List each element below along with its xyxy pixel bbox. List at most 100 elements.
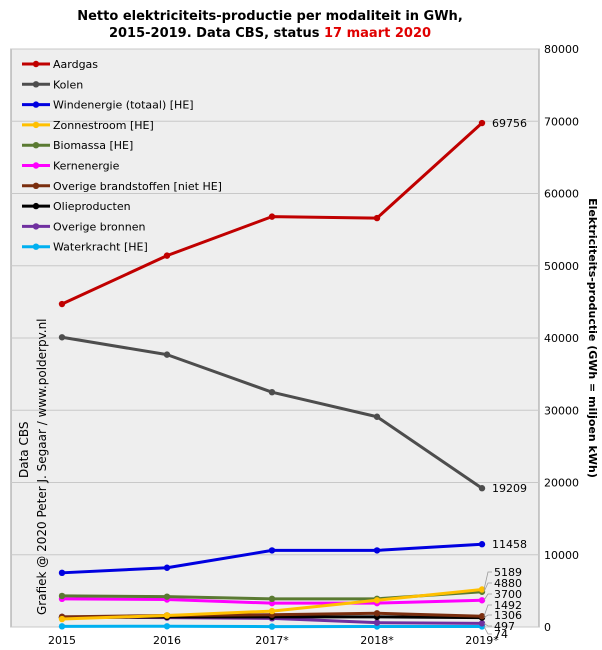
- leader-line: [483, 604, 492, 617]
- data-point: [58, 615, 66, 623]
- legend-label: Windenergie (totaal) [HE]: [53, 99, 194, 112]
- data-point: [268, 607, 276, 615]
- end-value-label: 74: [494, 628, 508, 641]
- legend: Aardgas Kolen Windenergie (totaal) [HE] Zon…: [22, 58, 222, 254]
- data-point: [58, 300, 66, 308]
- legend-swatch-marker: [32, 142, 40, 149]
- series-3: [58, 586, 486, 623]
- data-point: [373, 619, 381, 626]
- leader-line: [483, 593, 492, 601]
- legend-item: Biomassa [HE]: [22, 139, 133, 152]
- legend-item: Kolen: [22, 78, 83, 91]
- legend-swatch-marker: [32, 223, 40, 230]
- legend-item: Zonnestroom [HE]: [22, 119, 154, 132]
- end-value-label: 1306: [494, 609, 522, 622]
- chart-title-line2: 2015-2019. Data CBS, status 17 maart 202…: [109, 26, 431, 41]
- series-group: [58, 119, 486, 630]
- data-point: [268, 623, 276, 630]
- y-tick-label: 70000: [544, 115, 579, 128]
- y-tick-label: 10000: [544, 549, 579, 562]
- x-tick-label: 2019*: [465, 634, 499, 647]
- legend-item: Kernenergie: [22, 160, 120, 173]
- y-tick-label: 30000: [544, 404, 579, 417]
- data-point: [163, 593, 171, 600]
- legend-item: Overige bronnen: [22, 220, 145, 233]
- data-point: [478, 620, 486, 627]
- legend-swatch-marker: [32, 101, 40, 108]
- x-tick-label: 2015: [48, 634, 76, 647]
- legend-label: Biomassa [HE]: [53, 139, 133, 152]
- legend-swatch-marker: [32, 243, 40, 250]
- series-0: [58, 119, 486, 308]
- legend-label: Zonnestroom [HE]: [53, 119, 154, 132]
- legend-item: Overige brandstoffen [niet HE]: [22, 180, 222, 193]
- end-value-label: 11458: [492, 538, 527, 551]
- data-point: [58, 569, 66, 577]
- y-axis: 0 10000 20000 30000 40000 50000 60000 70000 8000…: [544, 43, 579, 634]
- data-point: [373, 610, 381, 617]
- y-tick-label: 20000: [544, 477, 579, 490]
- legend-label: Kernenergie: [53, 160, 120, 173]
- data-point: [58, 334, 66, 341]
- chart-title-prefix: 2015-2019. Data CBS, status: [109, 26, 324, 41]
- legend-label: Olieproducten: [53, 200, 131, 213]
- chart-title-line1: Netto elektriciteits-productie per modal…: [77, 9, 463, 24]
- copyright-text: Grafiek @ 2020 Peter J. Segaar / www.pol…: [35, 318, 49, 615]
- legend-item: Aardgas: [22, 58, 98, 71]
- data-point: [373, 214, 381, 222]
- data-point: [268, 388, 276, 396]
- end-value-label: 5189: [494, 566, 522, 579]
- series-2: [58, 541, 486, 577]
- data-point: [478, 613, 486, 620]
- legend-label: Overige bronnen: [53, 220, 145, 233]
- data-point: [373, 413, 381, 420]
- leader-line: [483, 571, 492, 590]
- data-point: [478, 119, 486, 127]
- end-value-label: 4880: [494, 577, 522, 590]
- legend-swatch-marker: [32, 60, 40, 68]
- legend-label: Aardgas: [53, 58, 98, 71]
- data-point: [478, 597, 486, 604]
- data-point: [373, 547, 381, 554]
- x-axis: 2015 2016 2017* 2018* 2019*: [48, 634, 499, 647]
- data-point: [163, 564, 171, 571]
- data-point: [58, 623, 66, 630]
- end-value-label: 3700: [494, 588, 522, 601]
- y-axis-label: Elektriciteits-productie (GWh = miljoen …: [586, 198, 599, 478]
- data-point: [163, 351, 171, 358]
- data-point: [373, 597, 381, 604]
- data-point: [268, 547, 276, 554]
- leader-line: [483, 614, 492, 618]
- legend-swatch-marker: [32, 182, 40, 189]
- data-point: [478, 541, 486, 548]
- data-point: [163, 252, 171, 259]
- legend-label: Waterkracht [HE]: [53, 241, 148, 254]
- data-point: [58, 592, 66, 600]
- leader-line: [483, 582, 492, 592]
- legend-item: Waterkracht [HE]: [22, 241, 148, 254]
- legend-swatch-marker: [32, 81, 40, 88]
- legend-label: Kolen: [53, 78, 83, 91]
- legend-swatch-marker: [32, 202, 40, 210]
- data-point: [163, 612, 171, 619]
- y-tick-label: 80000: [544, 43, 579, 56]
- y-tick-label: 40000: [544, 332, 579, 345]
- series-1: [58, 334, 486, 492]
- end-value-label: 497: [494, 620, 515, 633]
- end-value-label: 1492: [494, 599, 522, 612]
- leader-line: [483, 626, 492, 635]
- y-tick-label: 0: [544, 621, 551, 634]
- legend-item: Windenergie (totaal) [HE]: [22, 99, 194, 112]
- data-point: [478, 485, 486, 492]
- chart-title-date: 17 maart 2020: [324, 26, 431, 41]
- x-tick-label: 2018*: [360, 634, 394, 647]
- legend-label: Overige brandstoffen [niet HE]: [53, 180, 222, 193]
- series-5: [58, 595, 486, 607]
- legend-swatch-marker: [32, 121, 40, 129]
- y-tick-label: 50000: [544, 260, 579, 273]
- y-tick-label: 60000: [544, 188, 579, 201]
- data-point: [268, 213, 276, 220]
- x-tick-label: 2016: [153, 634, 181, 647]
